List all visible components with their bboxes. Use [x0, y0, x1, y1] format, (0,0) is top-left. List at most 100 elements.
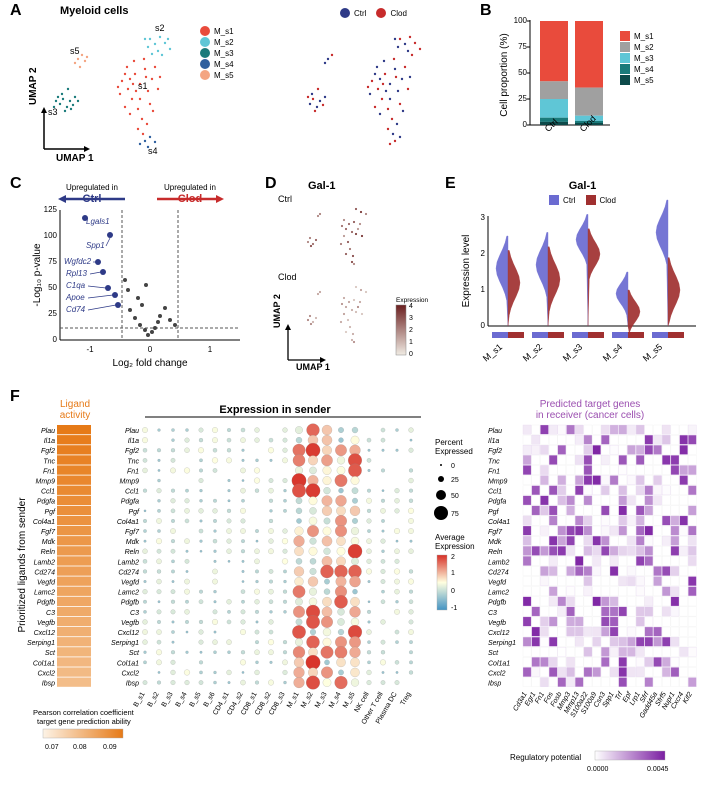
svg-text:Fgf2: Fgf2 — [125, 448, 139, 455]
svg-text:Reln: Reln — [41, 549, 56, 556]
panel-f: Ligand activity Expression in sender Pre… — [15, 395, 705, 780]
svg-text:50: 50 — [451, 493, 459, 500]
svg-text:Cxcl2: Cxcl2 — [37, 670, 55, 677]
svg-text:0: 0 — [409, 351, 413, 358]
svg-text:B_s4: B_s4 — [175, 691, 189, 708]
bar-clod — [575, 21, 603, 125]
svg-text:Fgf2: Fgf2 — [41, 448, 55, 455]
svg-text:0: 0 — [53, 335, 58, 344]
umap-x-label: UMAP 1 — [56, 153, 94, 164]
svg-text:1: 1 — [451, 570, 455, 577]
svg-text:75: 75 — [518, 42, 527, 51]
gene-cd74: Cd74 — [66, 305, 86, 314]
umap-axes — [30, 105, 100, 175]
svg-text:Cxcl12: Cxcl12 — [34, 630, 56, 637]
svg-text:Tnc: Tnc — [43, 458, 55, 465]
svg-text:1: 1 — [481, 285, 486, 294]
panel-a: Myeloid cells — [30, 5, 450, 155]
svg-text:2: 2 — [451, 554, 455, 561]
svg-text:0: 0 — [451, 588, 455, 595]
svg-text:Upregulated in: Upregulated in — [164, 183, 216, 192]
svg-text:25: 25 — [451, 477, 459, 484]
svg-text:Col1a1: Col1a1 — [33, 660, 55, 667]
svg-text:Serping1: Serping1 — [488, 640, 516, 647]
leg-m-s1: M_s1 — [214, 27, 234, 36]
svg-text:Fn1: Fn1 — [43, 468, 55, 475]
svg-text:Mdk: Mdk — [126, 539, 140, 546]
bleg2: M_s2 — [634, 43, 654, 52]
svg-text:Pdgfa: Pdgfa — [488, 499, 506, 506]
panel-f-svg: Ligand activity Expression in sender Pre… — [15, 395, 705, 780]
svg-text:Pgf: Pgf — [44, 509, 56, 516]
d-x-label: UMAP 1 — [296, 362, 330, 372]
svg-text:125: 125 — [44, 205, 58, 214]
panel-b: 0 25 50 75 100 C — [500, 10, 700, 160]
svg-text:0.0045: 0.0045 — [647, 766, 669, 773]
svg-text:Reln: Reln — [125, 549, 140, 556]
svg-text:Fgf7: Fgf7 — [125, 529, 140, 536]
svg-text:Col1a1: Col1a1 — [117, 660, 139, 667]
svg-text:75: 75 — [48, 257, 57, 266]
panel-a-legend2: Ctrl Clod — [340, 7, 407, 19]
panel-e-label: E — [445, 175, 456, 193]
leg-m-s3: M_s3 — [214, 49, 234, 58]
svg-text:Sct: Sct — [488, 650, 499, 657]
svg-text:Col4a1: Col4a1 — [117, 519, 139, 526]
gene-spp1: Spp1 — [86, 241, 105, 250]
svg-text:Percent: Percent — [435, 438, 463, 447]
svg-text:50: 50 — [518, 68, 527, 77]
svg-text:Tnc: Tnc — [488, 458, 500, 465]
stacked-bar: 0 25 50 75 100 C — [500, 10, 700, 160]
eleg-ctrl: Ctrl — [563, 196, 575, 205]
svg-text:Cd274: Cd274 — [118, 569, 139, 576]
svg-text:M_s4: M_s4 — [328, 691, 343, 709]
gene-apoe: Apoe — [65, 293, 85, 302]
svg-text:Cd274: Cd274 — [488, 569, 509, 576]
svg-text:Vegfb: Vegfb — [121, 620, 139, 627]
svg-text:Plau: Plau — [488, 428, 502, 435]
svg-text:Col4a1: Col4a1 — [488, 519, 510, 526]
svg-text:Pdgfb: Pdgfb — [121, 600, 139, 607]
svg-text:4: 4 — [409, 303, 413, 310]
panel-e: Gal-1 Ctrl Clod 0123 Expression level M_… — [460, 180, 705, 370]
svg-text:Ligand: Ligand — [60, 399, 90, 410]
svg-text:Cxcl12: Cxcl12 — [488, 630, 510, 637]
svg-text:C3: C3 — [46, 610, 55, 617]
gene-rpl13: Rpl13 — [66, 269, 87, 278]
svg-text:Mdk: Mdk — [488, 539, 502, 546]
svg-text:0.08: 0.08 — [73, 744, 87, 751]
svg-text:M_s5: M_s5 — [641, 342, 664, 364]
svg-text:B_s3: B_s3 — [161, 691, 175, 708]
svg-text:Average: Average — [435, 533, 465, 542]
gene-wgfdc2: Wgfdc2 — [64, 257, 92, 266]
svg-text:activity: activity — [60, 410, 91, 421]
gene-c1qa: C1qa — [66, 281, 86, 290]
panel-a-legend1: M_s1 M_s2 M_s3 M_s4 M_s5 — [200, 25, 234, 81]
panel-c-label: C — [10, 175, 22, 193]
svg-text:Serping1: Serping1 — [27, 640, 55, 647]
bleg5: M_s5 — [634, 76, 654, 85]
svg-text:Sct: Sct — [45, 650, 56, 657]
svg-text:25: 25 — [48, 309, 57, 318]
umap-y-label: UMAP 2 — [28, 67, 39, 105]
svg-text:Il1a: Il1a — [44, 438, 55, 445]
svg-text:Cxcl2: Cxcl2 — [121, 670, 139, 677]
lbl-s2: s2 — [155, 23, 165, 33]
panel-a-label: A — [10, 2, 22, 20]
svg-text:Log₂ fold change: Log₂ fold change — [112, 358, 187, 369]
umap-conditions — [290, 19, 465, 154]
svg-text:M_s3: M_s3 — [314, 691, 329, 709]
svg-text:Pdgfb: Pdgfb — [37, 600, 55, 607]
svg-text:Il1a: Il1a — [488, 438, 499, 445]
svg-text:Lamc2: Lamc2 — [488, 590, 509, 597]
bleg3: M_s3 — [634, 54, 654, 63]
svg-text:Expressed: Expressed — [435, 447, 473, 456]
svg-text:Lamb2: Lamb2 — [34, 559, 56, 566]
svg-text:B_s6: B_s6 — [203, 691, 217, 708]
svg-text:Cd274: Cd274 — [34, 569, 55, 576]
panel-e-title: Gal-1 — [460, 180, 705, 192]
panel-a-title: Myeloid cells — [60, 5, 128, 17]
svg-text:1: 1 — [208, 345, 213, 354]
d-y-label: UMAP 2 — [272, 294, 282, 328]
d-scale: 43210 Expression — [396, 295, 434, 365]
